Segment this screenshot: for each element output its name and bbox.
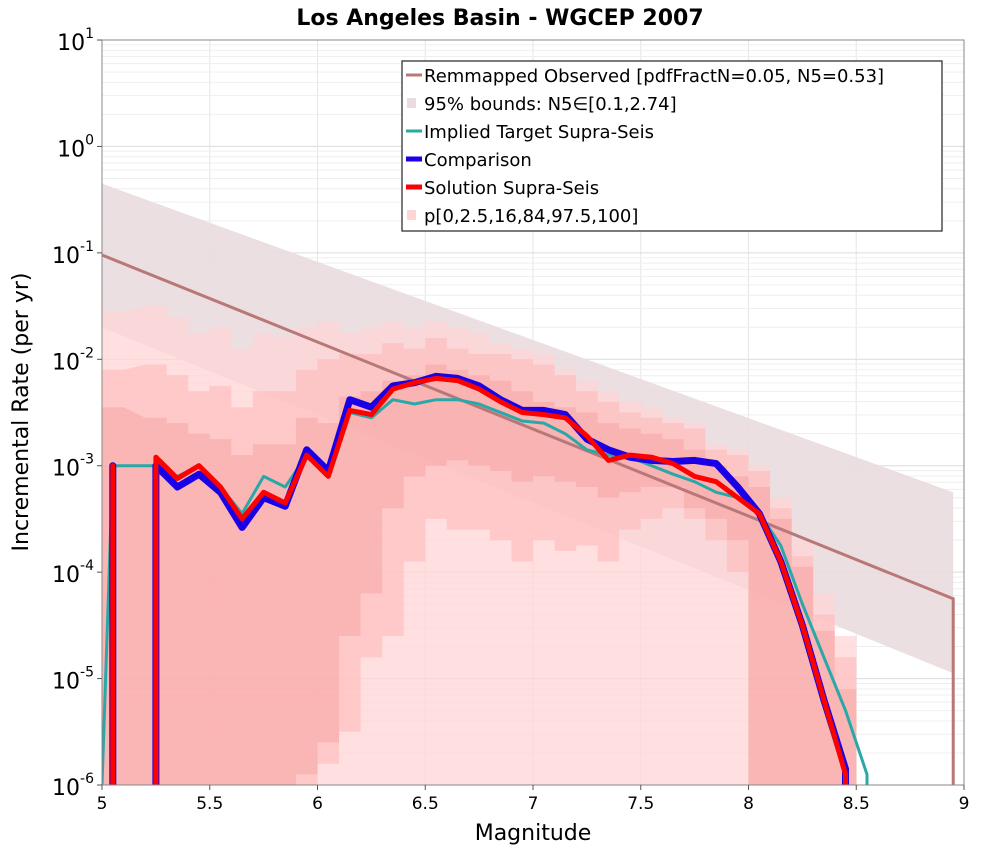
x-tick-label: 8.5 xyxy=(843,794,870,814)
y-tick-base: 10 xyxy=(52,670,80,695)
x-tick-label: 9 xyxy=(959,794,970,814)
y-tick-label: 10-2 xyxy=(52,345,94,375)
y-tick-label: 10-3 xyxy=(52,452,94,482)
y-tick-base: 10 xyxy=(52,244,80,269)
legend-entry-label: Implied Target Supra-Seis xyxy=(424,122,654,143)
y-tick-exponent: 0 xyxy=(85,132,94,148)
legend-box xyxy=(401,60,943,232)
y-tick-exponent: -4 xyxy=(80,558,94,574)
x-tick-label: 6 xyxy=(312,794,323,814)
x-tick-label: 5.5 xyxy=(196,794,223,814)
y-tick-label: 10-6 xyxy=(52,771,94,801)
y-tick-exponent: -3 xyxy=(80,452,94,468)
y-tick-base: 10 xyxy=(57,137,85,162)
y-tick-base: 10 xyxy=(52,457,80,482)
y-tick-label: 10-5 xyxy=(52,665,94,695)
x-tick-label: 6.5 xyxy=(412,794,439,814)
series-lines xyxy=(102,253,955,785)
legend: Remmapped Observed [pdfFractN=0.05, N5=0… xyxy=(401,60,943,232)
x-axis-ticks: 5 5.5 6 6.5 7 7.5 8 8.5 9 xyxy=(97,785,970,814)
legend-entry-label: Comparison xyxy=(424,150,532,171)
solution-line xyxy=(110,375,848,785)
y-tick-base: 10 xyxy=(52,776,80,801)
y-tick-label: 101 xyxy=(57,26,94,56)
legend-swatch-band xyxy=(407,98,416,108)
y-tick-label: 10-4 xyxy=(52,558,94,588)
y-axis-label: Incremental Rate (per yr) xyxy=(9,273,34,552)
legend-entry-label: Remmapped Observed [pdfFractN=0.05, N5=0… xyxy=(424,66,884,87)
y-tick-base: 10 xyxy=(52,350,80,375)
legend-entry-label: Solution Supra-Seis xyxy=(424,178,599,199)
y-tick-exponent: -1 xyxy=(80,239,94,255)
y-tick-base: 10 xyxy=(57,31,85,56)
y-tick-base: 10 xyxy=(52,563,80,588)
chart-title: Los Angeles Basin - WGCEP 2007 xyxy=(296,6,703,31)
legend-entry-label: p[0,2.5,16,84,97.5,100] xyxy=(424,206,638,227)
x-tick-label: 7 xyxy=(528,794,539,814)
observed-line xyxy=(102,253,955,785)
y-tick-exponent: -2 xyxy=(80,345,94,361)
legend-swatch-band xyxy=(407,210,416,220)
y-tick-exponent: 1 xyxy=(85,26,94,42)
x-axis-label: Magnitude xyxy=(475,821,592,846)
y-tick-label: 100 xyxy=(57,132,94,162)
x-tick-label: 5 xyxy=(97,794,108,814)
y-tick-label: 10-1 xyxy=(52,239,94,269)
y-tick-exponent: -6 xyxy=(80,771,94,787)
x-tick-label: 8 xyxy=(743,794,754,814)
legend-entry-label: 95% bounds: N5∈[0.1,2.74] xyxy=(424,94,677,115)
percentile-band-inner xyxy=(102,364,857,785)
y-tick-exponent: -5 xyxy=(80,665,94,681)
x-tick-label: 7.5 xyxy=(627,794,654,814)
